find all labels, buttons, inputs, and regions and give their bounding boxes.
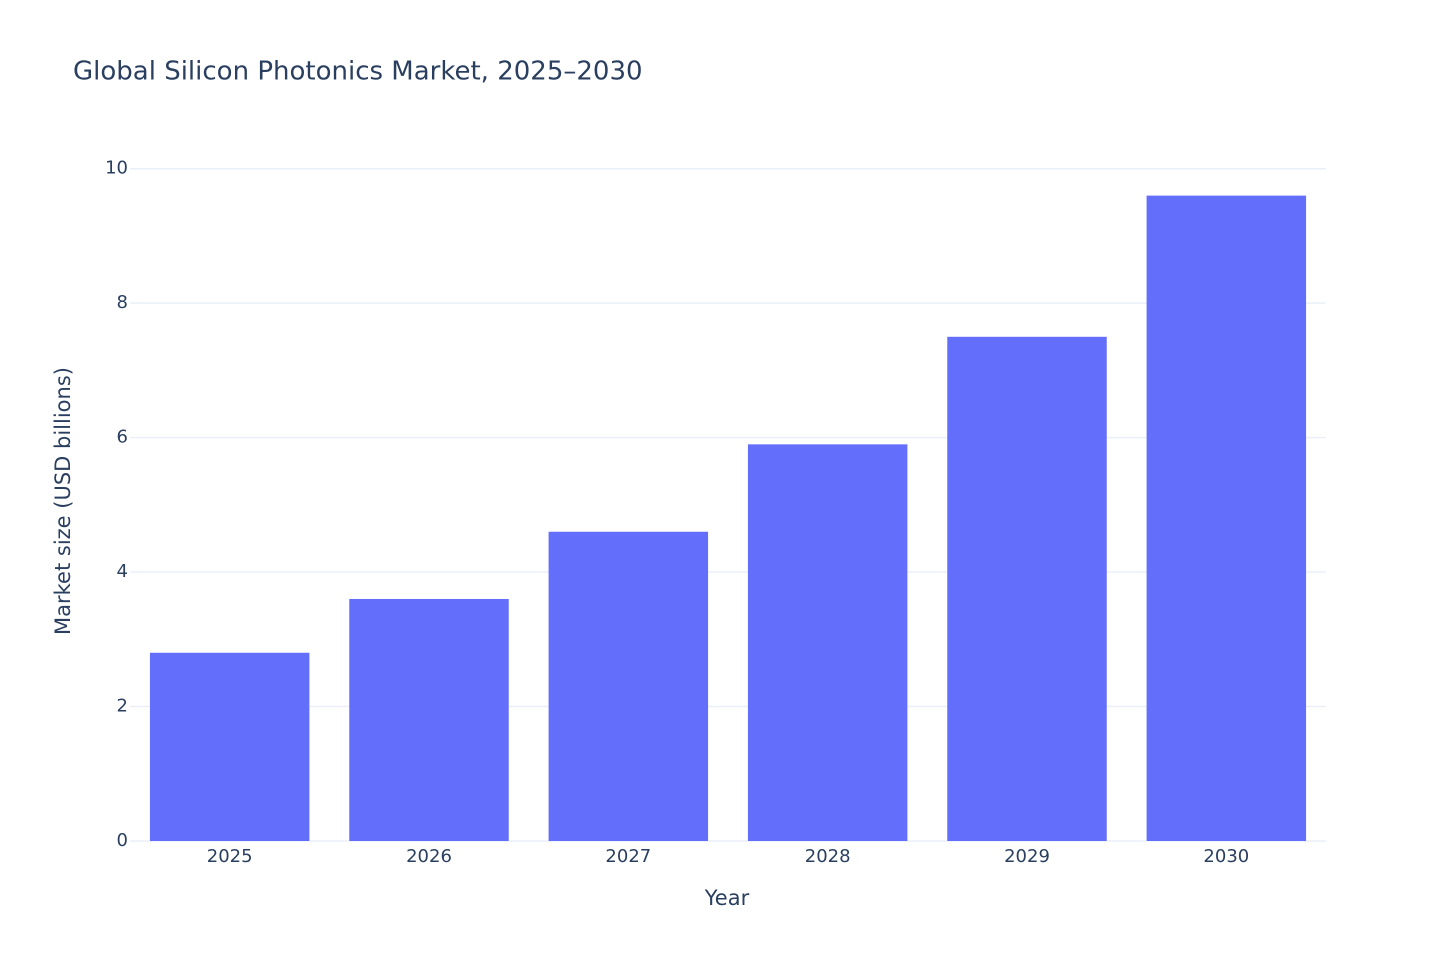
x-tick-label: 2030 (1203, 846, 1249, 867)
y-tick-label: 0 (117, 830, 128, 851)
y-tick-label: 10 (105, 158, 128, 179)
bar (349, 598, 509, 841)
bar (1146, 195, 1307, 841)
bar (149, 652, 310, 841)
y-axis-title: Market size (USD billions) (51, 367, 75, 635)
x-tick-label: 2027 (605, 846, 651, 867)
x-axis-title: Year (704, 886, 750, 910)
y-tick-label: 2 (117, 696, 128, 717)
x-tick-label: 2026 (406, 846, 452, 867)
bar (947, 336, 1107, 841)
bar (747, 444, 908, 841)
y-tick-label: 4 (117, 561, 128, 582)
bar (548, 531, 709, 841)
y-tick-label: 6 (117, 427, 128, 448)
x-tick-label: 2025 (207, 846, 253, 867)
x-tick-label: 2029 (1004, 846, 1050, 867)
chart-title: Global Silicon Photonics Market, 2025–20… (73, 57, 643, 87)
x-tick-label: 2028 (805, 846, 851, 867)
y-tick-label: 8 (117, 292, 128, 313)
